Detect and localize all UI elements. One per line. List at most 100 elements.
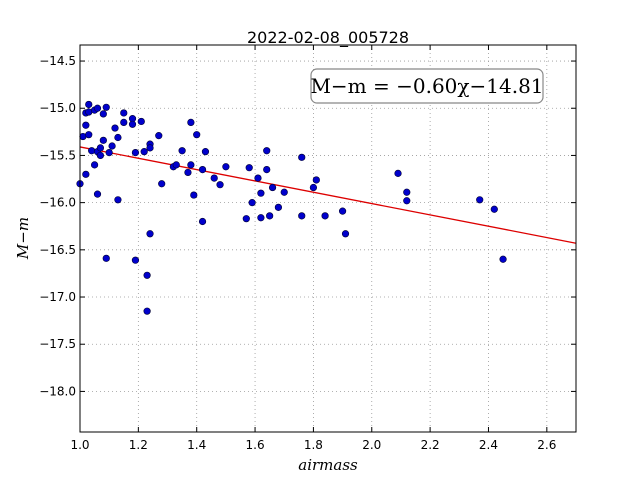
data-point <box>274 203 283 211</box>
data-point <box>263 147 271 155</box>
x-tick-labels: 1.0 1.2 1.4 1.6 1.8 2.0 2.2 2.4 2.6 <box>70 438 556 452</box>
data-point <box>131 256 140 264</box>
data-point <box>242 215 250 223</box>
data-point <box>222 163 230 171</box>
fit-line-layer <box>79 146 577 244</box>
data-point <box>198 165 207 174</box>
data-point <box>93 190 102 198</box>
data-point <box>476 196 484 204</box>
data-point <box>96 151 105 160</box>
y-tick-label: −17.5 <box>39 337 76 351</box>
plot-frame <box>79 44 577 433</box>
data-point <box>85 100 93 109</box>
data-point <box>403 188 411 196</box>
x-tick-label: 1.4 <box>187 438 206 452</box>
x-tick-label: 2.4 <box>479 438 498 452</box>
data-point <box>184 168 192 177</box>
data-point <box>187 118 195 126</box>
data-point <box>266 212 274 220</box>
chart-title: 2022-02-08_005728 <box>247 28 409 48</box>
data-point <box>490 205 498 213</box>
data-point <box>155 132 163 140</box>
data-point <box>137 117 145 126</box>
data-point <box>193 131 201 139</box>
data-point <box>341 230 350 238</box>
data-point <box>257 189 265 197</box>
data-point <box>82 170 90 178</box>
data-point <box>140 148 148 156</box>
ticks <box>79 45 576 432</box>
data-point <box>85 131 93 139</box>
data-point <box>254 174 262 182</box>
data-point <box>158 180 166 188</box>
data-point <box>201 148 210 156</box>
x-tick-label: 1.0 <box>70 438 89 452</box>
y-axis-label: M−m <box>14 217 32 260</box>
data-point <box>280 188 288 196</box>
data-point <box>216 181 224 189</box>
data-point <box>114 133 122 142</box>
data-point <box>143 271 151 279</box>
data-point <box>210 174 218 182</box>
y-tick-label: −14.5 <box>39 54 76 68</box>
x-tick-label: 1.6 <box>246 438 265 452</box>
y-tick-label: −16.5 <box>39 243 76 257</box>
data-point <box>309 183 318 192</box>
x-tick-label: 2.0 <box>362 438 381 452</box>
data-point <box>338 207 347 215</box>
data-point <box>298 212 306 220</box>
data-point <box>146 230 154 238</box>
y-tick-label: −16.0 <box>39 196 76 210</box>
data-point <box>198 217 207 226</box>
y-tick-labels: −14.5 −15.0 −15.5 −16.0 −16.5 −17.0 −17.5 −18.0 <box>39 54 76 398</box>
data-point <box>245 164 253 172</box>
data-point <box>99 136 107 144</box>
data-points <box>76 100 507 315</box>
y-tick-label: −15.5 <box>39 148 76 162</box>
data-point <box>90 161 99 169</box>
data-point <box>82 121 90 129</box>
data-point <box>394 169 402 177</box>
data-point <box>312 176 320 184</box>
data-point <box>187 161 195 169</box>
data-point <box>93 104 102 112</box>
data-point <box>102 254 110 262</box>
data-point <box>248 199 256 207</box>
data-point <box>403 197 411 205</box>
data-point <box>114 196 122 204</box>
annotation-box <box>310 68 544 104</box>
annotation-text: M−m = −0.60χ−14.81 <box>310 74 543 98</box>
data-point <box>321 212 329 220</box>
data-point <box>108 142 116 150</box>
fit-line <box>79 146 577 244</box>
data-point <box>128 120 137 128</box>
y-tick-label: −18.0 <box>39 384 76 398</box>
equation-annotation: M−m = −0.60χ−14.81 <box>310 68 544 104</box>
x-axis-label: airmass <box>298 456 358 474</box>
data-point <box>499 255 507 263</box>
data-point <box>111 124 119 132</box>
data-point <box>298 153 306 161</box>
data-point <box>268 183 277 192</box>
x-tick-label: 1.8 <box>304 438 323 452</box>
data-point <box>120 118 128 126</box>
x-tick-label: 2.6 <box>537 438 556 452</box>
data-point <box>102 103 110 111</box>
y-tick-label: −15.0 <box>39 101 76 115</box>
y-tick-label: −17.0 <box>39 290 76 304</box>
data-point <box>96 144 105 152</box>
data-point <box>146 144 154 152</box>
x-tick-label: 1.2 <box>129 438 148 452</box>
data-point <box>99 110 107 118</box>
x-tick-label: 2.2 <box>421 438 440 452</box>
data-point <box>143 307 151 315</box>
data-point <box>172 161 180 169</box>
data-point <box>263 165 271 174</box>
data-point <box>131 149 140 157</box>
data-point <box>120 109 128 117</box>
data-point <box>105 149 113 157</box>
data-point <box>190 191 198 199</box>
data-point <box>88 147 96 155</box>
data-point <box>257 214 265 222</box>
